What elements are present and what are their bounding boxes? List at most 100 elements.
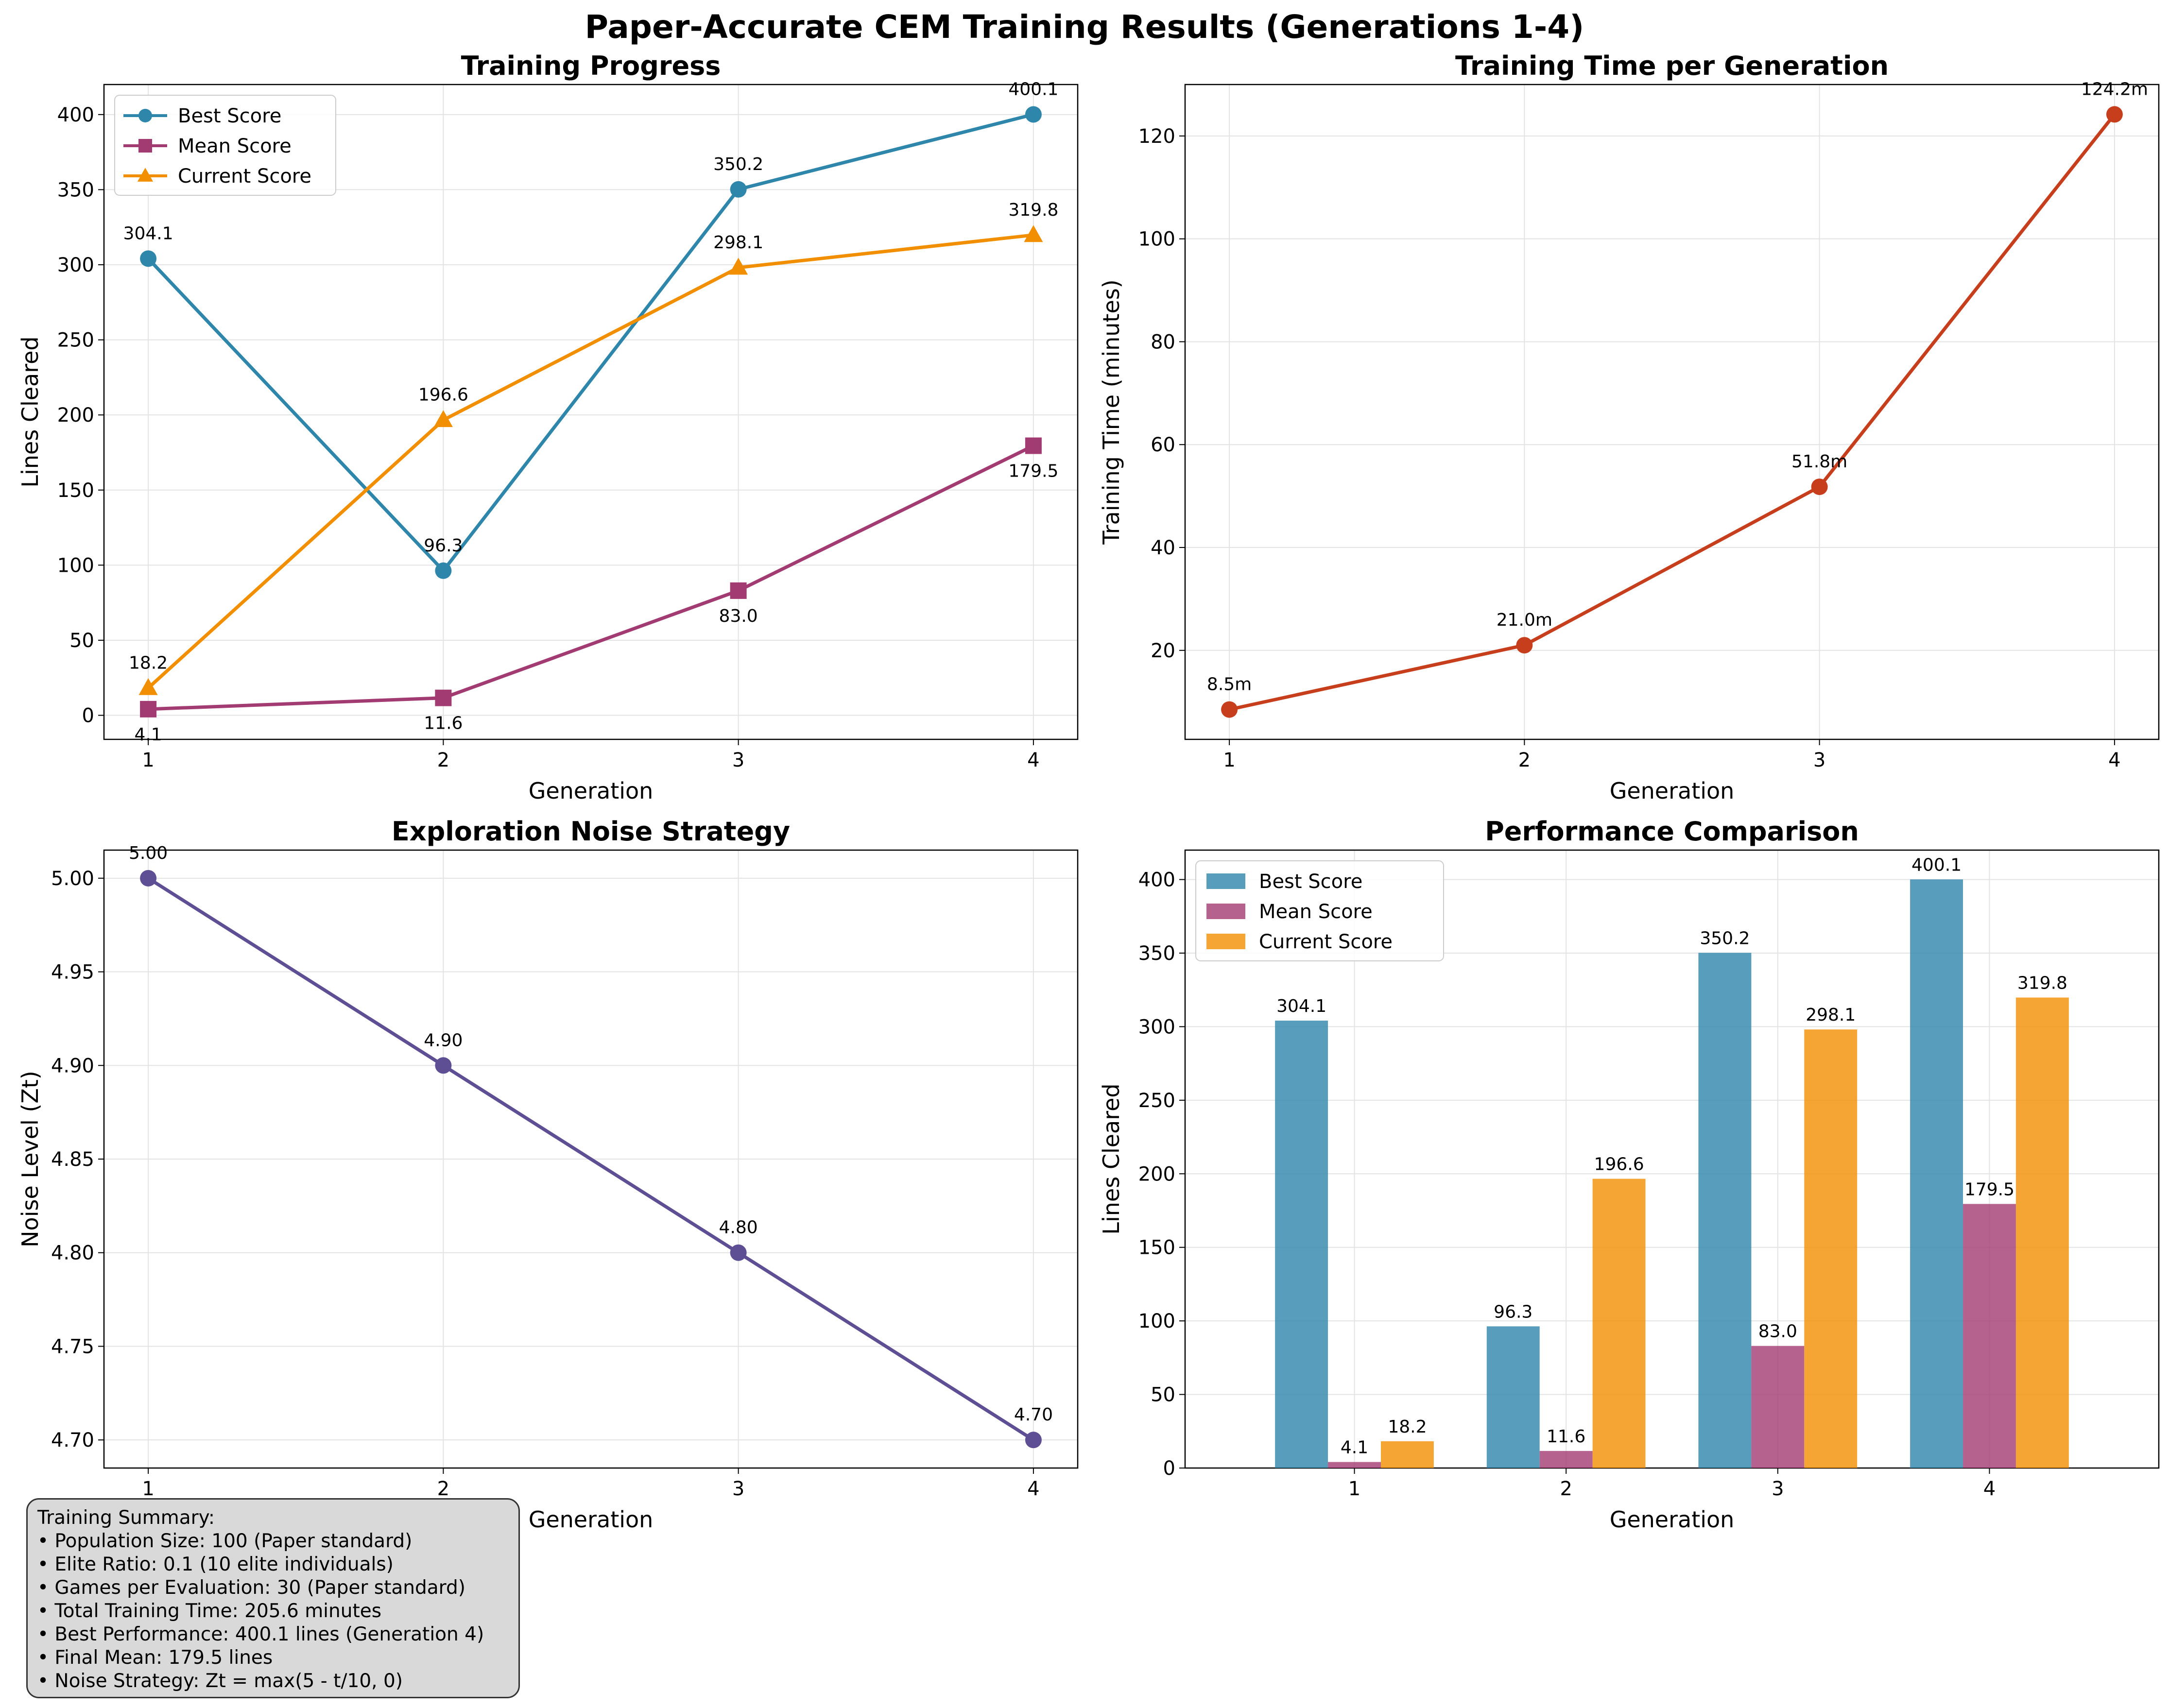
data-label: 96.3 xyxy=(424,536,463,556)
series-line xyxy=(1229,113,2116,712)
data-point xyxy=(1025,1432,1042,1449)
x-axis-label: Generation xyxy=(529,1506,654,1533)
data-label: 18.2 xyxy=(129,653,168,673)
x-tick-label: 3 xyxy=(732,1478,744,1500)
data-point xyxy=(1811,478,1828,495)
data-label: 4.70 xyxy=(1014,1405,1053,1425)
x-tick-label: 2 xyxy=(437,1478,449,1500)
summary-line: • Noise Strategy: Zt = max(5 - t/10, 0) xyxy=(37,1670,403,1692)
data-label: 350.2 xyxy=(713,154,763,174)
y-tick-label: 300 xyxy=(57,254,94,276)
bar xyxy=(1486,1326,1540,1468)
y-tick-label: 0 xyxy=(82,705,94,727)
x-axis-label: Generation xyxy=(1610,778,1735,804)
bar-value-label: 319.8 xyxy=(2017,973,2067,993)
chart-training-progress: 1 2 3 4 0 50 100 150 200 250 300 350 400 Training Pro… xyxy=(17,51,1079,804)
data-point xyxy=(138,109,152,122)
series-line xyxy=(147,233,1034,689)
data-point xyxy=(730,582,747,599)
data-point xyxy=(1516,637,1533,654)
y-axis-label: Noise Level (Zt) xyxy=(17,1071,43,1247)
bar-value-label: 18.2 xyxy=(1388,1417,1427,1437)
data-label: 298.1 xyxy=(713,233,763,253)
plot-frame xyxy=(103,849,1079,1469)
figure-title: Paper-Accurate CEM Training Results (Gen… xyxy=(585,8,1584,46)
y-tick-label: 4.85 xyxy=(51,1148,94,1171)
y-tick-label: 400 xyxy=(57,104,94,126)
summary-line: • Games per Evaluation: 30 (Paper standa… xyxy=(37,1577,466,1599)
plot-frame xyxy=(103,84,1079,740)
y-tick-label: 4.70 xyxy=(51,1429,94,1452)
legend-entry: Current Score xyxy=(1259,931,1393,953)
data-label: 319.8 xyxy=(1008,200,1058,220)
y-tick-label: 4.75 xyxy=(51,1335,94,1358)
bar xyxy=(1328,1462,1381,1468)
x-tick-label: 1 xyxy=(1348,1478,1360,1500)
chart-title: Performance Comparison xyxy=(1485,816,1859,847)
y-tick-label: 100 xyxy=(1138,1310,1175,1332)
bar-value-label: 179.5 xyxy=(1964,1179,2014,1199)
y-tick-label: 100 xyxy=(57,554,94,577)
legend: Best Score Mean Score Current Score xyxy=(114,95,336,196)
bar xyxy=(1963,1204,2016,1468)
bar-value-label: 400.1 xyxy=(1911,855,1962,875)
data-point xyxy=(730,1244,747,1261)
x-tick-label: 2 xyxy=(1518,749,1531,771)
bar xyxy=(1910,879,1963,1468)
y-tick-label: 50 xyxy=(1151,1384,1175,1406)
summary-title: Training Summary: xyxy=(37,1507,215,1529)
y-tick-label: 350 xyxy=(1138,942,1175,965)
plot-frame xyxy=(1184,84,2160,740)
data-label: 51.8m xyxy=(1791,452,1847,472)
data-point xyxy=(435,689,452,706)
y-tick-label: 300 xyxy=(1138,1016,1175,1038)
x-tick-label: 3 xyxy=(1813,749,1825,771)
data-point xyxy=(1025,437,1042,454)
data-label: 400.1 xyxy=(1008,80,1058,100)
chart-noise-strategy: 1 2 3 4 4.70 4.75 4.80 4.85 4.90 4.95 5.00 Explorat… xyxy=(17,816,1079,1533)
y-tick-label: 4.95 xyxy=(51,961,94,984)
summary-line: • Elite Ratio: 0.1 (10 elite individuals… xyxy=(37,1554,394,1575)
data-label: 179.5 xyxy=(1008,461,1058,481)
summary-line: • Best Performance: 400.1 lines (Generat… xyxy=(37,1623,484,1645)
y-axis-label: Lines Cleared xyxy=(17,336,43,487)
bar-value-label: 4.1 xyxy=(1341,1438,1368,1458)
bar xyxy=(1275,1021,1328,1468)
data-point xyxy=(138,139,152,153)
data-label: 11.6 xyxy=(424,714,463,734)
data-label: 196.6 xyxy=(418,385,468,405)
bar-value-label: 350.2 xyxy=(1700,928,1750,948)
x-tick-label: 1 xyxy=(142,1478,154,1500)
y-tick-label: 100 xyxy=(1138,228,1175,251)
y-tick-label: 250 xyxy=(57,329,94,352)
data-label: 21.0m xyxy=(1497,610,1552,630)
legend-box xyxy=(114,95,336,196)
x-tick-label: 4 xyxy=(1027,1478,1039,1500)
data-label: 304.1 xyxy=(123,223,173,243)
summary-line: • Total Training Time: 205.6 minutes xyxy=(37,1600,382,1622)
y-tick-label: 80 xyxy=(1151,331,1175,353)
x-tick-label: 1 xyxy=(142,749,154,771)
data-point xyxy=(140,870,157,887)
y-tick-label: 150 xyxy=(57,479,94,502)
data-point xyxy=(140,700,157,717)
legend-entry: Best Score xyxy=(1259,871,1362,893)
data-point xyxy=(1025,106,1042,123)
legend-entry: Mean Score xyxy=(178,135,292,157)
data-label: 83.0 xyxy=(719,606,758,626)
data-point xyxy=(2106,106,2123,123)
bar xyxy=(1592,1179,1646,1468)
y-tick-label: 400 xyxy=(1138,869,1175,891)
bar-value-label: 11.6 xyxy=(1547,1427,1585,1447)
y-tick-label: 200 xyxy=(57,404,94,427)
chart-title: Exploration Noise Strategy xyxy=(392,816,790,847)
data-label: 4.1 xyxy=(134,725,162,745)
y-tick-label: 120 xyxy=(1138,125,1175,148)
chart-title: Training Time per Generation xyxy=(1455,51,1889,81)
data-point xyxy=(729,257,748,275)
bar-value-label: 304.1 xyxy=(1276,996,1326,1016)
data-point xyxy=(435,562,452,579)
y-tick-label: 250 xyxy=(1138,1090,1175,1112)
